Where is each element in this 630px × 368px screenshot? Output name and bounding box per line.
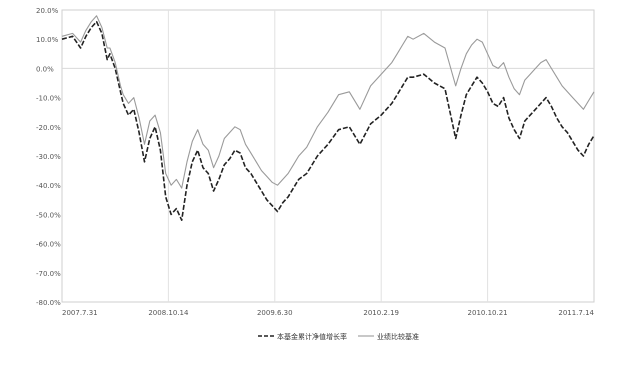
series-line-1 bbox=[61, 20, 595, 221]
y-tick-label: 10.0% bbox=[36, 36, 59, 44]
x-tick-label: 2008.10.14 bbox=[148, 309, 189, 317]
y-axis-ticks: 20.0% 10.0% 0.0% -10.0% -20.0% -30.0% -40.0% -5… bbox=[36, 7, 61, 307]
y-tick-label: 20.0% bbox=[36, 7, 59, 15]
y-tick-label: -50.0% bbox=[36, 211, 61, 219]
y-tick-label: -10.0% bbox=[36, 95, 61, 103]
y-tick-label: 0.0% bbox=[36, 65, 54, 73]
series-line-2 bbox=[61, 15, 595, 189]
y-tick-label: -40.0% bbox=[36, 182, 61, 190]
x-tick-label: 2007.7.31 bbox=[62, 309, 98, 317]
y-tick-label: -70.0% bbox=[36, 270, 61, 278]
x-tick-label: 2011.7.14 bbox=[558, 309, 594, 317]
x-axis-ticks: 2007.7.31 2008.10.14 2009.6.30 2010.2.19 201… bbox=[62, 309, 595, 317]
y-tick-label: -20.0% bbox=[36, 124, 61, 132]
legend-label-2: 业绩比较基准 bbox=[377, 332, 419, 341]
x-tick-label: 2010.10.21 bbox=[468, 309, 508, 317]
series-lines bbox=[61, 15, 595, 221]
x-tick-label: 2010.2.19 bbox=[363, 309, 399, 317]
plot-area bbox=[61, 9, 595, 303]
legend-label-1: 本基金累计净值增长率 bbox=[277, 332, 347, 341]
y-tick-label: -80.0% bbox=[36, 299, 61, 307]
legend: 本基金累计净值增长率 业绩比较基准 bbox=[258, 332, 419, 341]
y-tick-label: -30.0% bbox=[36, 153, 61, 161]
x-tick-label: 2009.6.30 bbox=[257, 309, 293, 317]
y-tick-label: -60.0% bbox=[36, 241, 61, 249]
